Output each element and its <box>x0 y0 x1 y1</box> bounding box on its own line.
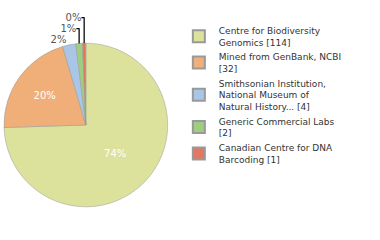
svg-text:Generic Commercial Labs[2]: Generic Commercial Labs[2] <box>219 117 335 139</box>
svg-text:Smithsonian Institution,Nation: Smithsonian Institution,National Museum … <box>219 79 326 112</box>
svg-text:0%: 0% <box>66 12 82 23</box>
svg-text:Mined from GenBank, NCBI[32]: Mined from GenBank, NCBI[32] <box>219 52 341 74</box>
svg-text:Centre for BiodiversityGenomic: Centre for BiodiversityGenomics [114] <box>219 26 321 48</box>
svg-text:1%: 1% <box>61 23 77 34</box>
svg-text:2%: 2% <box>51 34 67 45</box>
svg-text:20%: 20% <box>34 90 56 101</box>
svg-text:74%: 74% <box>104 148 126 159</box>
svg-text:Canadian Centre for DNABarcodi: Canadian Centre for DNABarcoding [1] <box>219 143 333 165</box>
